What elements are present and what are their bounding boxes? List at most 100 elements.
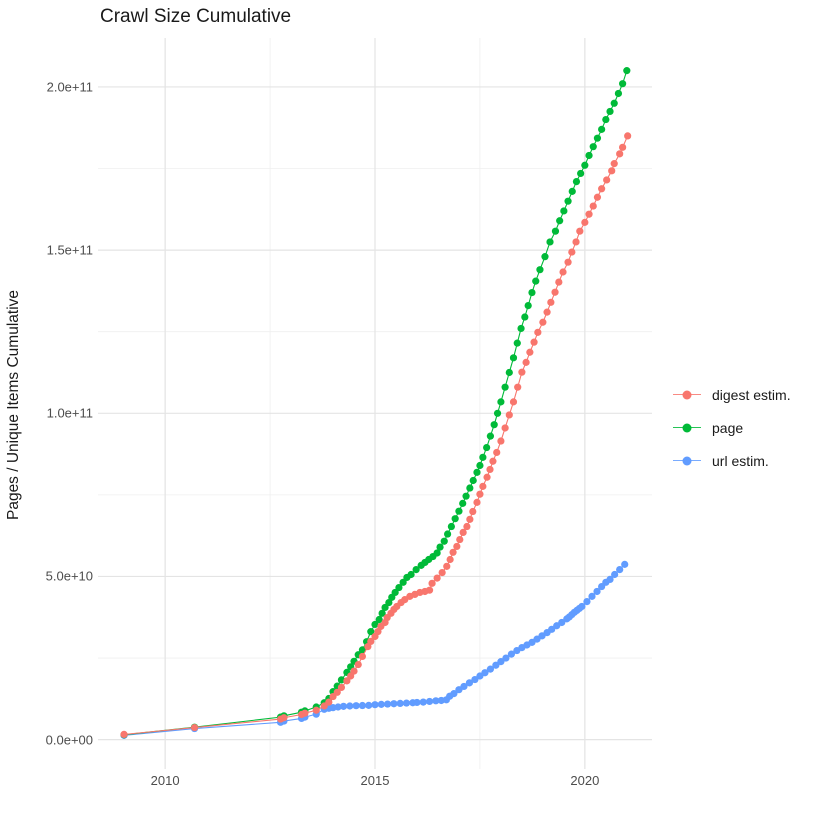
x-tick-label: 2010 <box>150 773 180 788</box>
data-point <box>616 566 624 574</box>
data-point <box>513 339 521 347</box>
data-point <box>453 542 461 551</box>
data-point <box>547 298 555 306</box>
data-point <box>479 453 487 461</box>
data-point <box>598 125 606 133</box>
data-point <box>486 465 494 474</box>
data-point <box>479 482 487 490</box>
data-point <box>459 499 467 507</box>
data-point <box>337 683 346 692</box>
data-point <box>486 432 495 440</box>
data-point <box>546 238 554 246</box>
data-point <box>564 197 572 205</box>
data-point <box>432 697 440 705</box>
data-point <box>588 592 596 600</box>
legend-dot-icon <box>682 423 692 432</box>
data-point <box>610 160 618 168</box>
data-point <box>578 602 586 611</box>
data-point <box>539 318 547 326</box>
data-point <box>471 675 479 684</box>
legend-item-digest-estim: digest estim. <box>672 378 791 411</box>
data-point <box>589 202 597 210</box>
data-point <box>501 383 509 391</box>
legend-item-page: page <box>672 411 791 444</box>
data-point <box>568 248 576 256</box>
data-point <box>425 697 434 706</box>
data-point <box>358 701 367 710</box>
data-point <box>619 80 627 88</box>
data-point <box>390 700 398 708</box>
data-point <box>583 597 591 606</box>
data-point <box>568 187 576 195</box>
data-point <box>352 702 360 710</box>
y-tick-label: 1.5e+11 <box>46 242 93 258</box>
data-point <box>483 443 491 452</box>
data-point <box>460 682 468 691</box>
data-point <box>589 143 597 151</box>
data-point <box>395 583 403 592</box>
data-point <box>497 398 505 406</box>
data-point <box>364 643 372 651</box>
data-point <box>593 134 602 142</box>
legend-dot-icon <box>682 456 692 465</box>
data-point <box>543 308 551 316</box>
data-point <box>325 698 333 706</box>
data-point <box>528 288 536 297</box>
data-point <box>614 89 623 98</box>
data-point <box>443 562 451 570</box>
data-point <box>413 698 421 707</box>
x-tick-label: 2020 <box>570 773 600 788</box>
data-point <box>551 288 559 296</box>
data-point <box>402 699 411 707</box>
data-point <box>623 67 631 75</box>
data-point <box>466 484 474 492</box>
data-point <box>412 566 420 574</box>
data-point <box>451 515 459 523</box>
data-point <box>530 338 538 346</box>
data-point <box>469 476 477 485</box>
data-point <box>371 701 379 709</box>
data-point <box>374 628 382 636</box>
series-digest-estim <box>120 132 632 739</box>
data-point <box>490 421 498 429</box>
legend-key-url-estim <box>672 455 702 467</box>
data-point <box>375 615 383 624</box>
legend-key-digest-estim <box>672 389 702 401</box>
data-point <box>524 301 532 310</box>
data-point <box>572 177 581 186</box>
data-point <box>509 354 518 362</box>
data-point <box>526 348 534 356</box>
data-point <box>433 549 441 557</box>
data-point <box>190 723 199 732</box>
data-point <box>593 587 601 596</box>
data-point <box>456 535 464 544</box>
data-point <box>354 660 362 669</box>
data-point <box>301 709 309 717</box>
data-point <box>624 132 632 140</box>
data-point <box>585 151 593 160</box>
data-point <box>518 368 526 376</box>
data-point <box>521 313 529 321</box>
data-point <box>440 537 448 545</box>
data-point <box>339 702 348 710</box>
data-point <box>444 530 452 538</box>
data-point <box>473 468 481 476</box>
data-point <box>385 598 393 607</box>
grid-major <box>98 38 652 769</box>
data-point <box>502 654 510 662</box>
y-tick-label: 1.0e+11 <box>46 405 93 421</box>
data-point <box>466 515 474 523</box>
data-point <box>483 473 491 481</box>
data-point <box>489 457 497 465</box>
chart-title: Crawl Size Cumulative <box>100 6 292 27</box>
data-point <box>598 185 606 193</box>
legend: digest estim. page url estim. <box>672 378 791 477</box>
data-point <box>333 688 341 696</box>
data-point <box>428 579 436 587</box>
data-point <box>606 107 614 116</box>
data-point <box>377 700 385 708</box>
data-point <box>447 522 455 531</box>
data-point <box>564 258 572 266</box>
